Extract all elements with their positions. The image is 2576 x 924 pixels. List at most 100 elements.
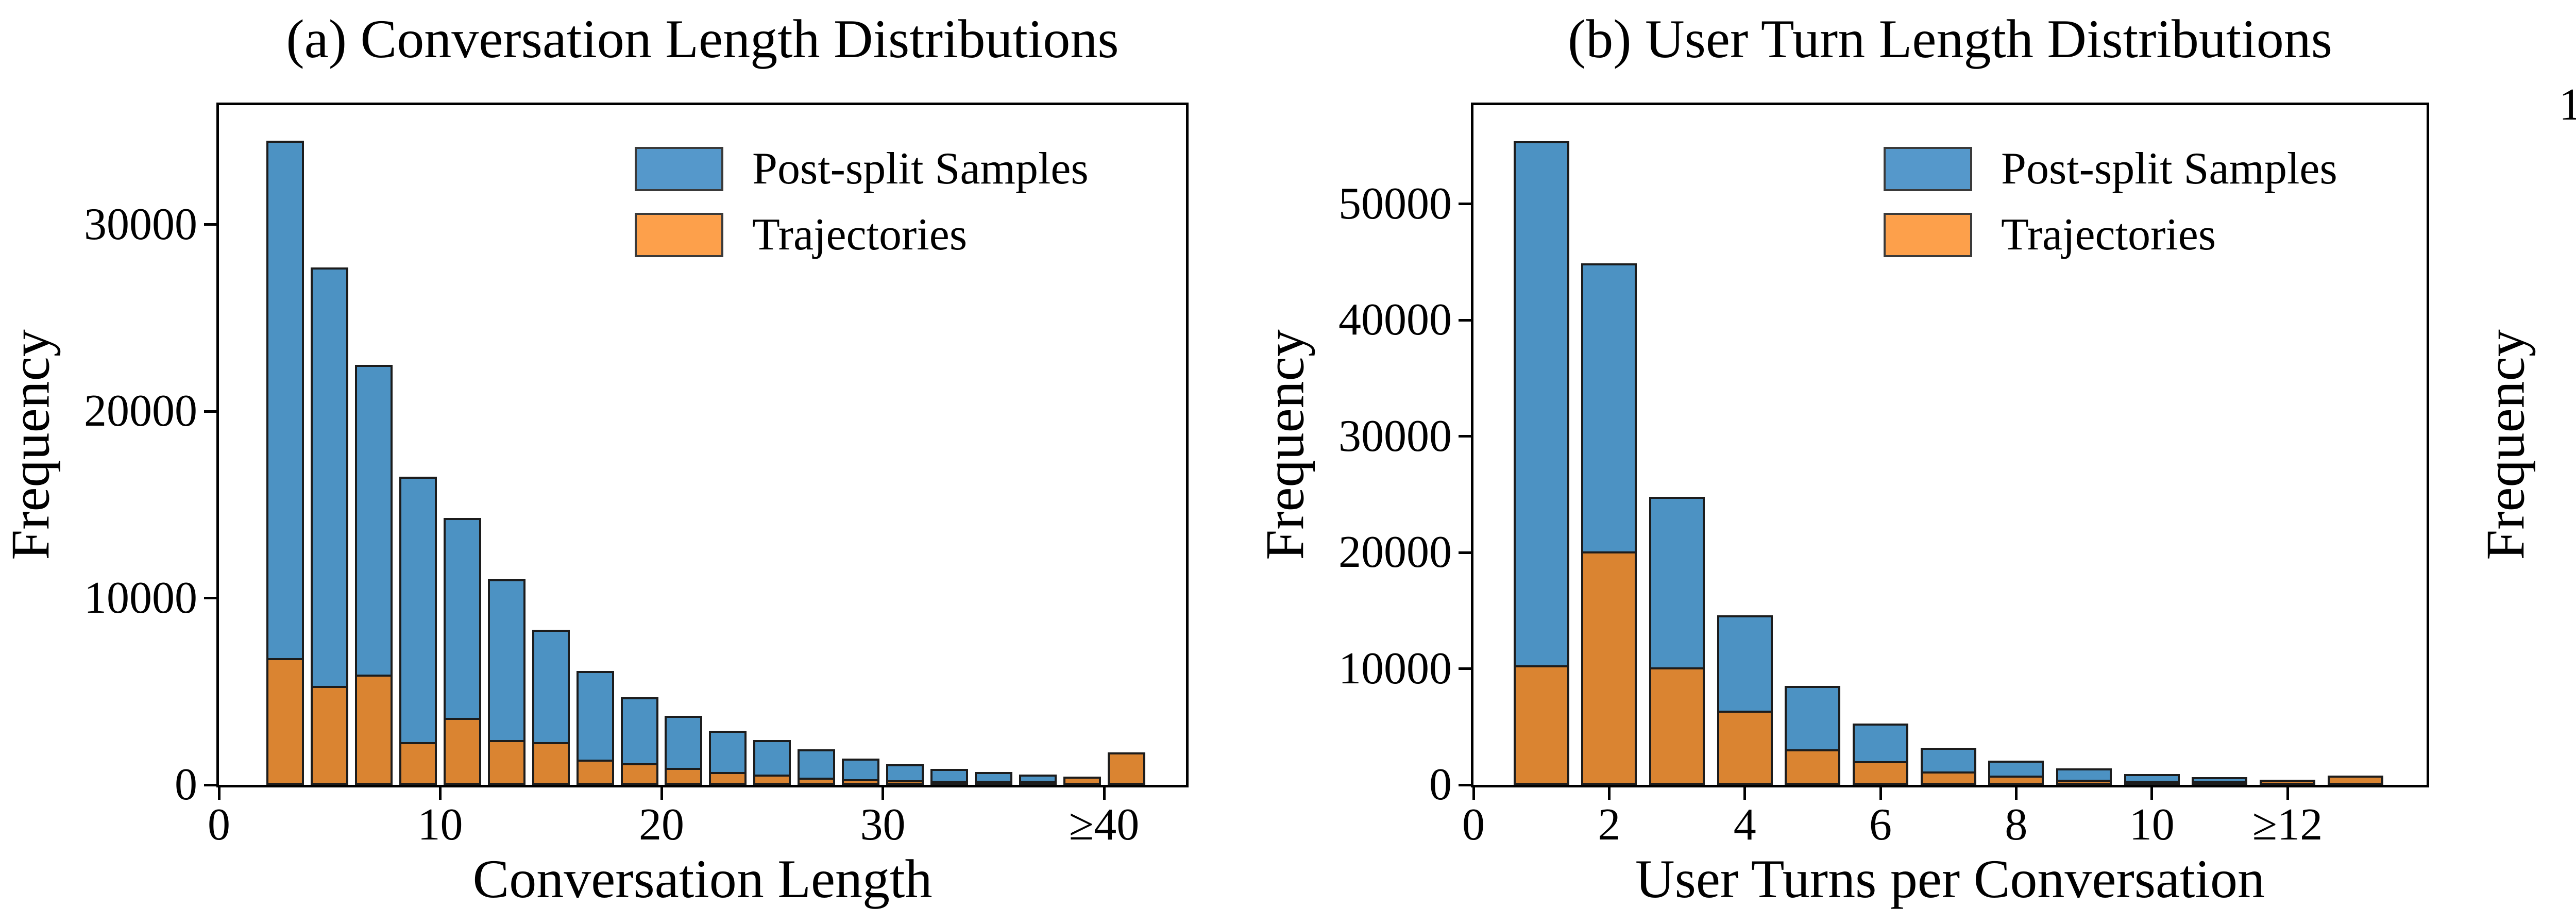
y-tick-label: 0 (1429, 760, 1452, 810)
post-split-samples-legend-swatch (635, 147, 723, 191)
x-tick-mark (1879, 787, 1882, 800)
y-tick-mark (204, 783, 216, 786)
x-tick-label: 0 (1462, 800, 1485, 850)
legend-item: Trajectories (635, 212, 1089, 258)
bar-trajectories (2260, 780, 2316, 785)
x-tick-label: 20 (639, 800, 685, 850)
chart-title: (a) Conversation Length Distributions (286, 9, 1119, 69)
bar-trajectories (576, 760, 614, 785)
y-tick-mark (1459, 203, 1471, 206)
legend-item-label: Trajectories (2001, 210, 2216, 260)
y-tick-mark (204, 597, 216, 600)
plot-area: 0 10000 20000 30000 40000 50000 0 2 4 6 8 10 ≥12 Post… (1338, 103, 2429, 848)
y-tick-label: 0 (175, 760, 197, 810)
y-tick-mark (1459, 667, 1471, 670)
bar-trajectories (1920, 771, 1976, 785)
y-axis-label: Frequency (1255, 329, 1315, 560)
y-tick-mark (1459, 435, 1471, 438)
bar-trajectories (532, 742, 570, 785)
bar-trajectories (399, 742, 437, 785)
bar-trajectories (2192, 781, 2248, 785)
bar-trajectories (886, 780, 924, 785)
y-tick-label: 10000 (84, 573, 197, 623)
x-tick-label: 4 (1733, 800, 1756, 850)
chart-panel-a: (a) Conversation Length Distributions Fr… (1, 0, 1189, 924)
y-tick-label: 20000 (84, 386, 197, 436)
x-tick-mark (2014, 787, 2018, 800)
bar-trajectories (753, 775, 791, 785)
legend-item-label: Post-split Samples (2001, 144, 2337, 194)
y-tick-label: 20000 (1338, 527, 1452, 578)
bar-trajectories (1717, 710, 1773, 785)
y-tick-label: 40000 (1338, 295, 1452, 345)
bar-trajectories (1988, 776, 2044, 785)
x-tick-label: 0 (208, 800, 230, 850)
x-axis-label: Conversation Length (472, 849, 933, 909)
x-tick-label: 10 (2129, 800, 2175, 850)
legend-item: Post-split Samples (635, 146, 1089, 192)
bar-trajectories (665, 768, 703, 785)
bar-trajectories (443, 717, 481, 785)
x-tick-label: ≥40 (1069, 800, 1140, 850)
y-tick-mark (1459, 783, 1471, 786)
bar-trajectories (1019, 781, 1057, 785)
legend-item: Post-split Samples (1884, 146, 2337, 192)
y-tick-label: 30000 (84, 199, 197, 249)
y-axis-label: Frequency (2475, 329, 2536, 560)
bar-trajectories (1063, 776, 1101, 785)
bar-trajectories (1107, 752, 1145, 785)
x-tick-label: 8 (2005, 800, 2028, 850)
x-tick-mark (217, 787, 221, 800)
bar-trajectories (1649, 667, 1705, 785)
y-tick-label: 50000 (1338, 178, 1452, 229)
y-axis-label: Frequency (0, 329, 61, 560)
x-tick-mark (2150, 787, 2154, 800)
bar-post-split-samples (399, 477, 437, 785)
chart-panel-b: (b) User Turn Length Distributions Frequ… (1255, 0, 2429, 924)
x-tick-mark (660, 787, 663, 800)
x-tick-label: 6 (1869, 800, 1892, 850)
trajectories-legend-swatch (635, 213, 723, 257)
bar-trajectories (2056, 779, 2112, 785)
bar-trajectories (1581, 551, 1637, 785)
y-tick-mark (1459, 551, 1471, 554)
bar-trajectories (842, 779, 880, 785)
x-tick-mark (1743, 787, 1747, 800)
bar-trajectories (709, 771, 747, 785)
x-tick-mark (1607, 787, 1611, 800)
bar-trajectories (1513, 665, 1569, 785)
bar-trajectories (974, 781, 1012, 785)
post-split-samples-legend-swatch (1884, 147, 1972, 191)
x-tick-label: 30 (860, 800, 906, 850)
bar-trajectories (798, 777, 836, 785)
y-tick-mark (1459, 318, 1471, 322)
bar-trajectories (930, 781, 968, 785)
y-tick-label: 100000 (2559, 80, 2576, 130)
y-tick-mark (204, 223, 216, 226)
bar-trajectories (1853, 761, 1909, 785)
y-tick-mark (204, 410, 216, 413)
x-axis-label: User Turns per Conversation (1635, 849, 2265, 909)
chart-title: (b) User Turn Length Distributions (1568, 9, 2332, 69)
bar-trajectories (1785, 749, 1841, 785)
bar-trajectories (487, 740, 526, 785)
x-tick-mark (2286, 787, 2289, 800)
legend: Post-split Samples Trajectories (1884, 146, 2337, 258)
y-tick-label: 10000 (1338, 643, 1452, 694)
x-tick-label: 2 (1598, 800, 1621, 850)
x-tick-mark (439, 787, 442, 800)
bar-trajectories (2327, 776, 2383, 785)
bar-trajectories (266, 658, 304, 785)
legend: Post-split Samples Trajectories (635, 146, 1089, 258)
bar-trajectories (2124, 781, 2180, 785)
x-tick-mark (882, 787, 885, 800)
legend-item-label: Trajectories (752, 210, 968, 260)
y-tick-label: 30000 (1338, 411, 1452, 461)
x-tick-label: 10 (417, 800, 463, 850)
bar-trajectories (355, 675, 393, 785)
legend-item-label: Post-split Samples (752, 144, 1089, 194)
plot-area: 0 10000 20000 30000 0 10 20 30 ≥40 Post-split Sam… (84, 103, 1189, 848)
x-tick-mark (1103, 787, 1106, 800)
bar-trajectories (311, 685, 349, 785)
x-tick-label: ≥12 (2252, 800, 2323, 850)
